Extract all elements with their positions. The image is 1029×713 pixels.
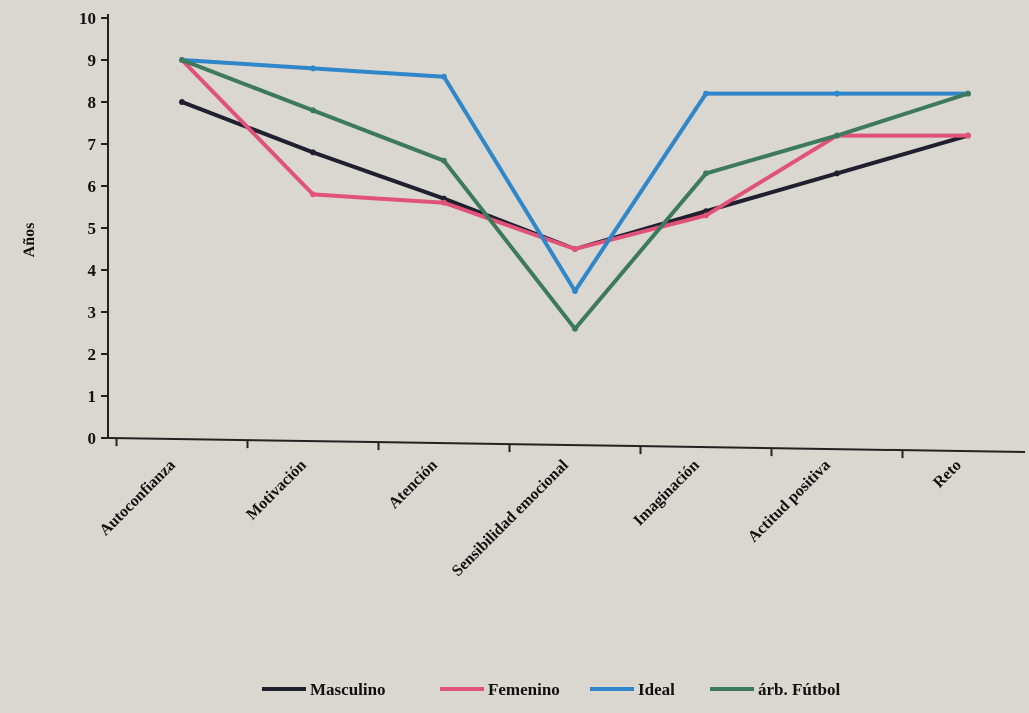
data-point [834,132,840,139]
data-point [441,73,447,80]
x-axis-line [107,437,1026,453]
data-point [441,199,447,206]
data-point [572,325,578,332]
data-point [703,212,709,219]
data-point [965,132,971,139]
data-point [572,288,578,294]
data-point [441,157,447,164]
data-point [310,149,316,156]
data-point [965,90,971,97]
data-point [703,90,709,97]
legend-label-3: árb. Fútbol [758,680,840,699]
data-point [572,246,578,252]
y-tick-label: 5 [88,219,97,238]
legend-label-0: Masculino [310,680,386,699]
y-tick-label: 3 [88,303,97,322]
data-point [310,107,316,114]
y-tick-label: 1 [88,387,97,406]
data-point [834,170,840,177]
data-point [179,57,185,63]
y-tick-label: 2 [88,345,97,364]
y-tick-label: 8 [88,93,97,112]
y-tick-label: 10 [79,9,96,28]
data-point [179,99,185,105]
y-tick-label: 4 [88,261,97,280]
y-tick-label: 7 [88,135,97,154]
data-point [310,65,316,72]
y-tick-label: 9 [88,51,97,70]
data-point [834,90,840,97]
y-axis-title: Años [21,223,38,258]
legend-label-2: Ideal [638,680,675,699]
data-point [441,195,447,202]
data-point [703,170,709,177]
y-tick-label: 0 [88,429,97,448]
data-point [310,191,316,198]
legend-label-1: Femenino [488,680,560,699]
y-tick-label: 6 [88,177,97,196]
